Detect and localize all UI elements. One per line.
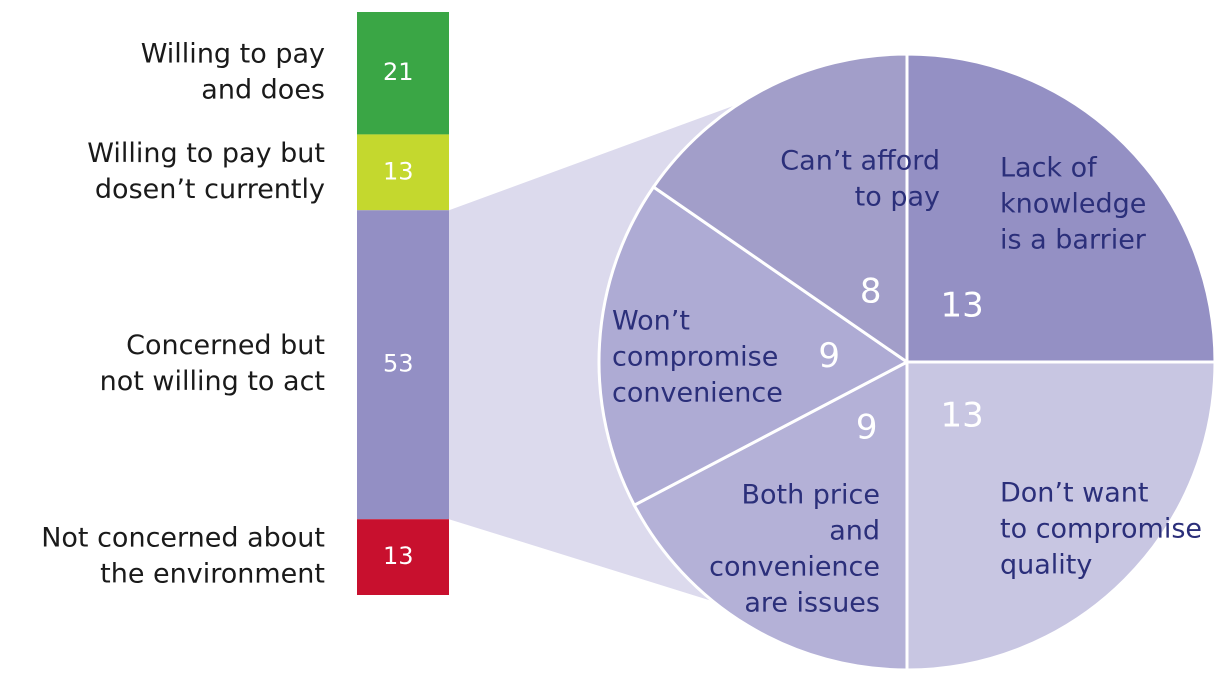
category-label: dosen’t currently xyxy=(95,174,325,205)
value-label: 9 xyxy=(856,407,878,447)
bar-segment xyxy=(357,12,449,135)
category-label: Willing to pay xyxy=(141,39,325,70)
slice-label: convenience xyxy=(612,378,783,409)
pie-slice xyxy=(905,52,1215,364)
value-label: 13 xyxy=(941,396,984,436)
bar-segment xyxy=(357,519,449,595)
slice-label: Won’t xyxy=(612,306,690,337)
slice-label: convenience xyxy=(709,552,880,583)
pie-slice xyxy=(905,360,1215,672)
slice-label: to pay xyxy=(855,182,940,213)
value-label: 9 xyxy=(818,336,840,376)
pie-slice xyxy=(597,184,910,508)
category-label: and does xyxy=(201,75,325,106)
bar-segment xyxy=(357,210,449,520)
category-label: Not concerned about xyxy=(41,523,325,554)
category-label: Concerned but xyxy=(126,330,325,361)
category-label: the environment xyxy=(100,559,325,590)
slice-label: Can’t afford xyxy=(780,146,940,177)
value-label: 13 xyxy=(941,285,984,325)
category-label: Willing to pay but xyxy=(87,138,325,169)
slice-label: are issues xyxy=(744,588,880,619)
value-label: 13 xyxy=(383,542,414,570)
slice-label: to compromise xyxy=(1000,514,1202,545)
slice-label: knowledge xyxy=(1000,189,1146,220)
slice-label: Don’t want xyxy=(1000,478,1149,509)
slice-label: Lack of xyxy=(1000,153,1098,184)
bar-segment xyxy=(357,134,449,211)
slice-label: quality xyxy=(1000,550,1092,581)
value-label: 8 xyxy=(860,271,882,311)
value-label: 13 xyxy=(383,157,414,185)
category-label: not willing to act xyxy=(100,366,325,397)
slice-label: compromise xyxy=(612,342,778,373)
value-label: 53 xyxy=(383,350,414,378)
pie-slice xyxy=(651,52,909,365)
slice-label: is a barrier xyxy=(1000,225,1147,256)
slice-label: Both price xyxy=(741,480,880,511)
slice-label: and xyxy=(829,516,880,547)
value-label: 21 xyxy=(383,58,414,86)
pie-slice xyxy=(632,359,909,672)
